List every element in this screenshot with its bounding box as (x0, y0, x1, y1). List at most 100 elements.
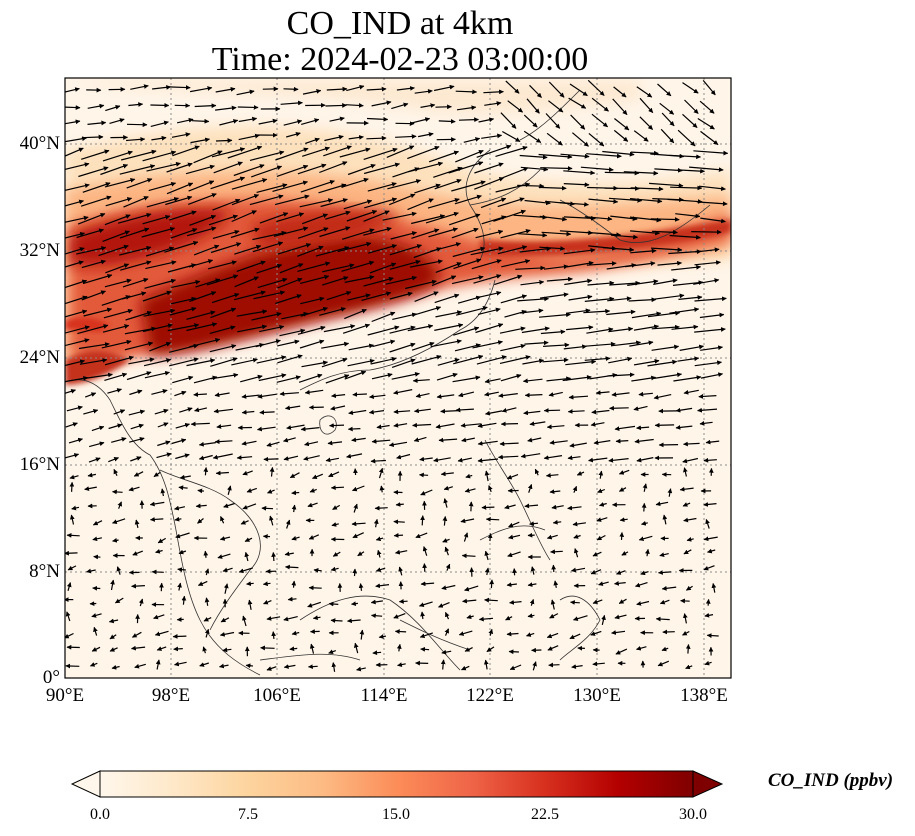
wind-vector (352, 485, 365, 492)
wind-vector (216, 424, 232, 429)
wind-vector (357, 551, 365, 557)
wind-vector (388, 193, 416, 206)
wind-vector (233, 290, 266, 301)
wind-vector (682, 113, 698, 129)
wind-vector (271, 552, 276, 562)
wind-vector (297, 163, 327, 175)
wind-vector (563, 170, 596, 176)
wind-vector (108, 618, 119, 624)
wind-vector (198, 454, 213, 461)
wind-vector (485, 516, 500, 522)
wind-vector (351, 601, 358, 607)
wind-vector (83, 408, 99, 415)
colorbar-tick-label: 7.5 (238, 806, 258, 823)
wind-vector (279, 328, 306, 337)
wind-vector (236, 455, 253, 461)
wind-vector (654, 372, 682, 379)
wind-vector (650, 217, 680, 222)
wind-vector (65, 309, 88, 318)
wind-vector (233, 164, 265, 177)
wind-vector (263, 599, 272, 605)
wind-vector (255, 339, 281, 348)
wind-vector (653, 293, 685, 300)
wind-vector (188, 180, 215, 192)
wind-vector (614, 614, 627, 620)
wind-vector (244, 537, 253, 542)
wind-vector (366, 135, 387, 141)
wind-vector (297, 261, 331, 272)
wind-vector (130, 84, 149, 90)
wind-vector (500, 294, 527, 304)
wind-vector (583, 308, 611, 314)
wind-vector (435, 310, 463, 318)
wind-vector (352, 392, 367, 397)
wind-vector (126, 122, 148, 128)
wind-vector (289, 646, 298, 652)
wind-vector (374, 505, 388, 511)
wind-vector (704, 612, 714, 618)
wind-vector (683, 467, 688, 477)
wind-vector (591, 409, 610, 415)
wind-vector (146, 197, 179, 208)
wind-vector (129, 436, 145, 443)
wind-vector (527, 582, 537, 587)
wind-vector (371, 613, 383, 619)
wind-vector (590, 569, 602, 575)
wind-vector (546, 424, 565, 430)
wind-vector (66, 532, 80, 538)
wind-vector (130, 423, 144, 430)
wind-vector (351, 437, 366, 443)
wind-vector (455, 306, 488, 316)
wind-vector (77, 213, 106, 225)
wind-vector (342, 323, 371, 334)
wind-vector (477, 458, 499, 463)
wind-vector (194, 407, 208, 413)
wind-vector (633, 405, 648, 411)
wind-vector (649, 182, 684, 188)
wind-vector (113, 409, 126, 415)
wind-vector (148, 181, 177, 192)
wind-vector (231, 357, 258, 366)
wind-vector (117, 501, 122, 509)
wind-vector (219, 536, 231, 541)
wind-vector (694, 260, 721, 266)
wind-vector (461, 437, 475, 443)
wind-vector (629, 340, 654, 347)
wind-vector (363, 226, 392, 236)
wind-vector (66, 582, 72, 591)
wind-vector (520, 453, 541, 459)
wind-vector (502, 167, 529, 179)
wind-vector (65, 388, 76, 394)
wind-vector (540, 165, 573, 171)
wind-vector (484, 391, 499, 397)
wind-vector (153, 614, 165, 620)
wind-vector (671, 264, 702, 271)
wind-vector (427, 197, 460, 209)
wind-vector (700, 372, 724, 379)
wind-vector (420, 611, 425, 620)
wind-vector (65, 260, 84, 268)
wind-vector (464, 488, 476, 493)
wind-vector (484, 378, 501, 384)
wind-vector (179, 474, 191, 480)
wind-vector (453, 258, 482, 270)
wind-vector (430, 339, 462, 348)
wind-vector (711, 583, 717, 593)
wind-vector (111, 437, 127, 443)
wind-vector (548, 81, 565, 98)
wind-vector (595, 390, 610, 396)
wind-vector (111, 664, 120, 670)
wind-vector (204, 628, 210, 638)
plot-title: CO_IND at 4km (286, 5, 514, 42)
wind-vector (134, 663, 146, 669)
wind-vector (438, 437, 458, 443)
wind-vector (197, 488, 204, 494)
wind-vector (539, 312, 571, 318)
wind-vector (569, 442, 587, 448)
wind-vector (568, 97, 587, 109)
wind-vector (190, 137, 210, 144)
wind-vector (487, 533, 493, 542)
wind-vector (700, 217, 726, 224)
wind-vector (301, 360, 328, 368)
wind-vector (300, 179, 335, 193)
